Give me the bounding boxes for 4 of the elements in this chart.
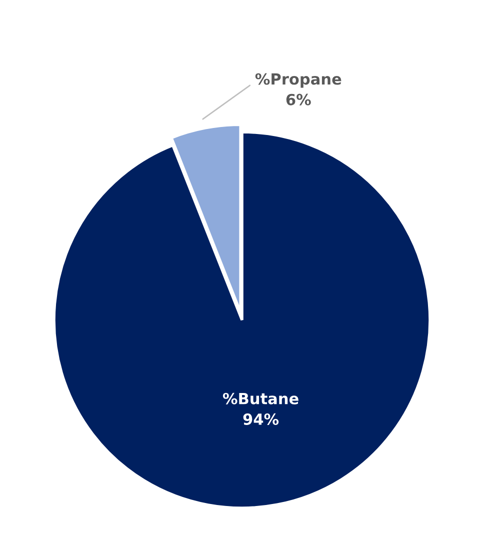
data-label: 94% <box>243 413 279 425</box>
slice-label: %Butane <box>222 392 298 404</box>
slice-label: %Propane <box>255 73 342 88</box>
data-label: 6% <box>286 94 311 106</box>
